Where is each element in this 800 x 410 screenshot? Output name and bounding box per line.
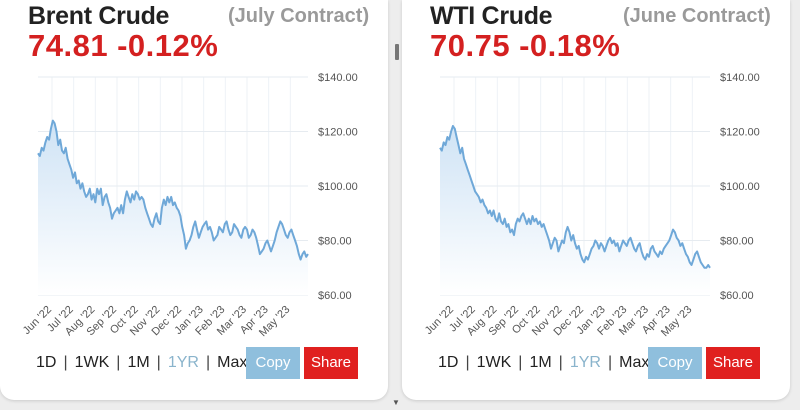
y-tick-label: $100.00 bbox=[318, 181, 358, 193]
price-quote: 74.81 -0.12% bbox=[28, 28, 218, 64]
share-button[interactable]: Share bbox=[304, 347, 358, 379]
price-line bbox=[37, 119, 309, 261]
price-value: 74.81 bbox=[28, 28, 109, 63]
range-1yr[interactable]: 1YR bbox=[167, 354, 199, 371]
price-chart: $140.00 $120.00 $100.00 $80.00 $60.00 Jun '22… bbox=[423, 72, 760, 339]
separator: | bbox=[63, 354, 68, 371]
range-max[interactable]: Max bbox=[619, 354, 650, 371]
price-change: -0.12% bbox=[117, 28, 219, 63]
copy-button[interactable]: Copy bbox=[648, 347, 702, 379]
price-area bbox=[38, 120, 308, 295]
price-value: 70.75 bbox=[430, 28, 511, 63]
range-max[interactable]: Max bbox=[217, 354, 248, 371]
widget-title: WTI Crude bbox=[430, 2, 553, 30]
range-1d[interactable]: 1D bbox=[438, 354, 459, 371]
range-1d[interactable]: 1D bbox=[36, 354, 57, 371]
separator: | bbox=[205, 354, 211, 371]
widget-title: Brent Crude bbox=[28, 2, 170, 30]
share-button[interactable]: Share bbox=[706, 347, 760, 379]
range-1wk[interactable]: 1WK bbox=[74, 354, 110, 371]
price-line bbox=[439, 125, 711, 269]
scrollbar-thumb[interactable] bbox=[395, 44, 399, 60]
separator: | bbox=[465, 354, 470, 371]
y-tick-label: $80.00 bbox=[318, 236, 352, 248]
price-area bbox=[440, 126, 710, 295]
range-selector: 1D | 1WK | 1M | 1YR | Max bbox=[36, 347, 247, 379]
price-chart: $140.00 $120.00 $100.00 $80.00 $60.00 Jun '22… bbox=[21, 72, 358, 339]
brent-crude-widget: Brent Crude (July Contract) 74.81 -0.12% … bbox=[0, 0, 388, 400]
wti-crude-widget: WTI Crude (June Contract) 70.75 -0.18% $1… bbox=[402, 0, 790, 400]
y-tick-label: $60.00 bbox=[318, 290, 352, 302]
y-tick-label: $60.00 bbox=[720, 290, 754, 302]
y-tick-label: $120.00 bbox=[720, 127, 760, 139]
scroll-down-arrow-icon[interactable]: ▼ bbox=[392, 398, 400, 407]
copy-button[interactable]: Copy bbox=[246, 347, 300, 379]
range-selector: 1D | 1WK | 1M | 1YR | Max bbox=[438, 347, 649, 379]
separator: | bbox=[558, 354, 563, 371]
contract-label: (July Contract) bbox=[228, 5, 370, 27]
y-tick-label: $120.00 bbox=[318, 127, 358, 139]
y-tick-label: $140.00 bbox=[318, 72, 358, 84]
y-tick-label: $100.00 bbox=[720, 181, 760, 193]
range-1m[interactable]: 1M bbox=[127, 354, 150, 371]
range-1wk[interactable]: 1WK bbox=[476, 354, 512, 371]
range-1yr[interactable]: 1YR bbox=[569, 354, 601, 371]
x-tick-label: Jun '22 bbox=[423, 304, 456, 337]
price-change: -0.18% bbox=[519, 28, 621, 63]
x-tick-label: Jun '22 bbox=[21, 304, 54, 337]
separator: | bbox=[607, 354, 613, 371]
contract-label: (June Contract) bbox=[623, 5, 771, 27]
price-quote: 70.75 -0.18% bbox=[430, 28, 620, 64]
y-tick-label: $80.00 bbox=[720, 236, 754, 248]
separator: | bbox=[156, 354, 161, 371]
y-tick-label: $140.00 bbox=[720, 72, 760, 84]
range-1m[interactable]: 1M bbox=[529, 354, 552, 371]
separator: | bbox=[518, 354, 523, 371]
separator: | bbox=[116, 354, 121, 371]
